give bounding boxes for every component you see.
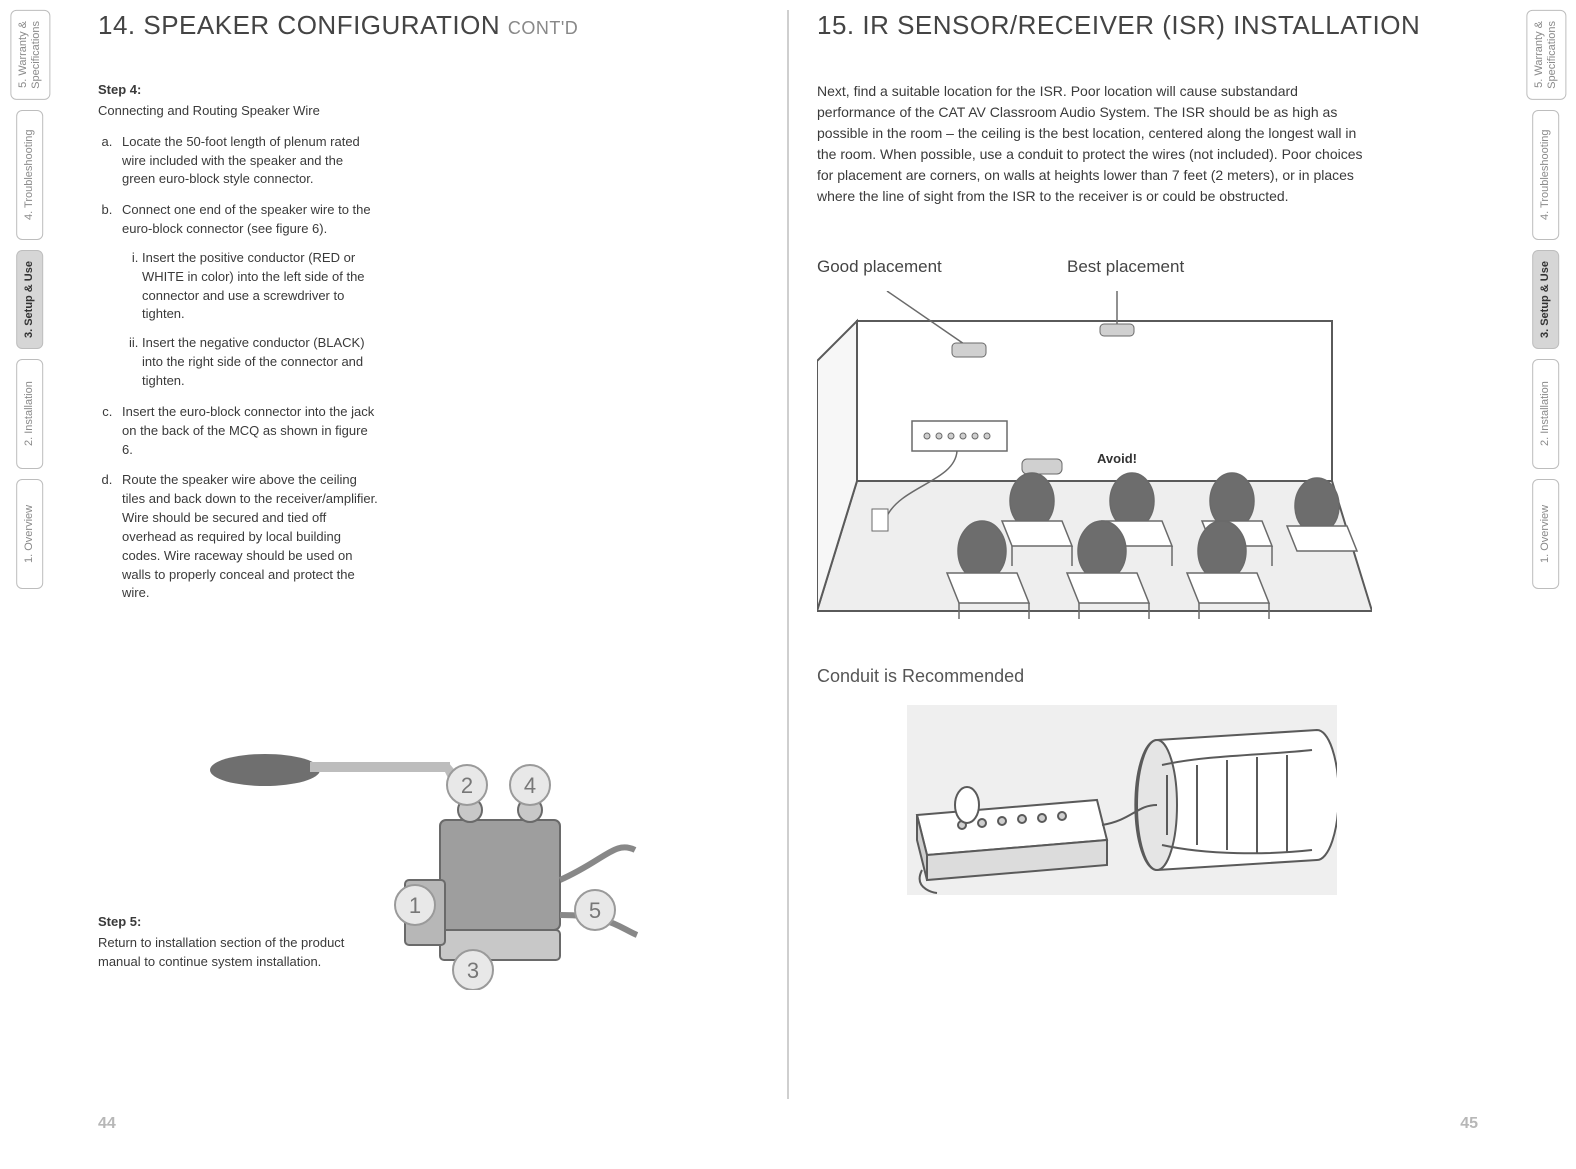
step4-item-b-text: Connect one end of the speaker wire to t… <box>122 202 371 236</box>
avoid-label: Avoid! <box>1097 451 1137 466</box>
page-left: 14. SPEAKER CONFIGURATION CONT'D Step 4:… <box>70 0 787 1139</box>
callout-4: 4 <box>524 773 536 798</box>
conduit-title: Conduit is Recommended <box>817 666 1478 687</box>
page-number-right: 45 <box>1460 1115 1478 1133</box>
step4-item-c: Insert the euro-block connector into the… <box>116 403 378 460</box>
good-placement-label: Good placement <box>817 257 942 277</box>
step4-label: Step 4: <box>98 81 378 100</box>
tab-installation[interactable]: 2. Installation <box>16 359 43 469</box>
right-tab-strip: 5. Warranty & Specifications 4. Troubles… <box>1522 10 1570 589</box>
sensor-avoid-icon <box>1022 459 1062 474</box>
callout-1: 1 <box>409 893 421 918</box>
tab-installation-r[interactable]: 2. Installation <box>1532 359 1559 469</box>
best-placement-label: Best placement <box>1067 257 1184 277</box>
page-right: 15. IR SENSOR/RECEIVER (ISR) INSTALLATIO… <box>789 0 1506 1139</box>
step4-subtitle: Connecting and Routing Speaker Wire <box>98 102 378 121</box>
tab-setup-use-r[interactable]: 3. Setup & Use <box>1532 250 1559 349</box>
callout-3: 3 <box>467 958 479 983</box>
page-number-left: 44 <box>98 1115 116 1133</box>
tab-troubleshooting[interactable]: 4. Troubleshooting <box>16 110 43 240</box>
connector-figure: 1 2 3 4 5 <box>205 730 645 990</box>
step4-item-b-ii: Insert the negative conductor (BLACK) in… <box>142 334 378 391</box>
step4-item-b: Connect one end of the speaker wire to t… <box>116 201 378 391</box>
callout-2: 2 <box>461 773 473 798</box>
section-14-title-main: 14. SPEAKER CONFIGURATION <box>98 10 508 40</box>
tab-setup-use[interactable]: 3. Setup & Use <box>16 250 43 349</box>
conduit-amplifier-icon <box>917 800 1107 880</box>
step4-item-d: Route the speaker wire above the ceiling… <box>116 471 378 603</box>
step4-sublist: Insert the positive conductor (RED or WH… <box>122 249 378 391</box>
tab-warranty-r[interactable]: 5. Warranty & Specifications <box>1526 10 1566 100</box>
conduit-figure <box>907 705 1337 895</box>
callout-5: 5 <box>589 898 601 923</box>
sensor-best-icon <box>1100 324 1134 336</box>
tab-overview[interactable]: 1. Overview <box>16 479 43 589</box>
left-tab-strip: 5. Warranty & Specifications 4. Troubles… <box>6 10 54 589</box>
screwdriver-icon <box>210 754 473 796</box>
section-15-title: 15. IR SENSOR/RECEIVER (ISR) INSTALLATIO… <box>817 10 1478 41</box>
sensor-good-icon <box>952 343 986 357</box>
page-spread: 14. SPEAKER CONFIGURATION CONT'D Step 4:… <box>70 0 1506 1139</box>
step4-list: Locate the 50-foot length of plenum rate… <box>98 133 378 604</box>
euroblock-icon <box>405 798 560 960</box>
section-14-title-contd: CONT'D <box>508 18 578 38</box>
step4-item-b-i: Insert the positive conductor (RED or WH… <box>142 249 378 324</box>
tab-overview-r[interactable]: 1. Overview <box>1532 479 1559 589</box>
step4-item-a: Locate the 50-foot length of plenum rate… <box>116 133 378 190</box>
isr-body-text: Next, find a suitable location for the I… <box>817 81 1377 207</box>
placement-labels: Good placement Best placement <box>817 257 1377 285</box>
tab-troubleshooting-r[interactable]: 4. Troubleshooting <box>1532 110 1559 240</box>
tab-warranty[interactable]: 5. Warranty & Specifications <box>10 10 50 100</box>
section-14-title: 14. SPEAKER CONFIGURATION CONT'D <box>98 10 759 41</box>
room-figure: Avoid! <box>817 291 1372 621</box>
conduit-tube-icon <box>1135 730 1337 870</box>
